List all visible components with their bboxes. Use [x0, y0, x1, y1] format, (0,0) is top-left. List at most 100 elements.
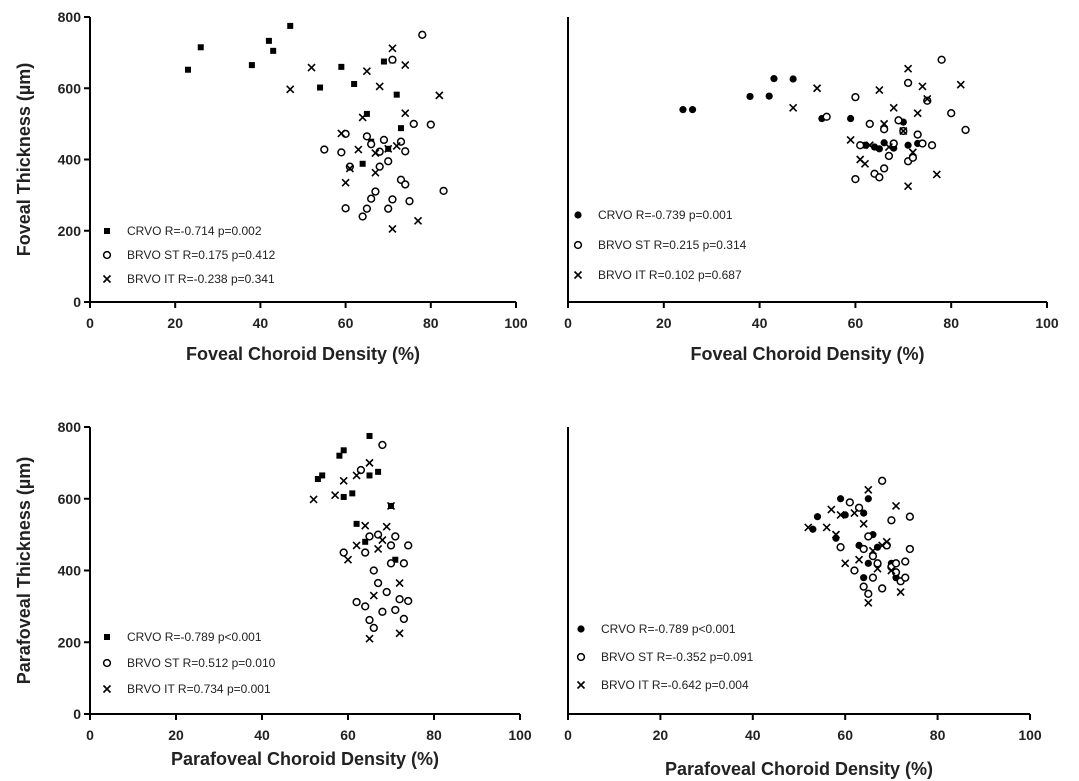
data-point-circle [386, 541, 396, 550]
x-tick-label: 80 [930, 727, 946, 743]
data-point-circle [845, 498, 854, 507]
data-point-circle [373, 578, 383, 588]
data-point-circle-filled [679, 106, 687, 114]
data-point-circle [426, 120, 435, 129]
x-tick-label: 100 [508, 727, 532, 743]
legend-marker-circle [102, 250, 112, 260]
data-point-circle [865, 119, 874, 129]
x-tick-label: 40 [752, 315, 768, 331]
data-point-circle [901, 573, 910, 582]
chart-parafoveal-thickness-vs-density-left: 0 20 40 60 80 100 0 200 400 600 800 Parafoveal Chor… [14, 419, 532, 769]
data-point-cross [341, 178, 350, 187]
data-point-circle [401, 147, 410, 156]
data-point-cross [369, 591, 378, 600]
data-point-circle [352, 597, 361, 607]
data-point-circle [405, 197, 414, 206]
x-axis-title: Parafoveal Choroid Density (%) [665, 759, 933, 779]
data-point-circle [868, 573, 878, 582]
legend-label: CRVO R=-0.789 p<0.001 [601, 622, 736, 636]
data-point-circle [878, 476, 887, 485]
data-point-circle-filled [864, 495, 872, 503]
x-tick-label: 20 [656, 315, 672, 331]
data-point-cross [868, 546, 877, 555]
legend-label: BRVO IT R=-0.642 p=0.004 [601, 678, 749, 692]
legend-marker-cross [102, 684, 112, 694]
data-point-cross [339, 476, 348, 485]
x-tick-label: 0 [86, 315, 94, 331]
data-point-circle [887, 516, 896, 525]
data-point-cross [896, 587, 905, 597]
data-point-circle [365, 532, 374, 541]
data-point-circle [905, 512, 915, 521]
data-point-square [270, 47, 277, 54]
data-point-cross [932, 170, 941, 179]
x-axis-title: Foveal Choroid Density (%) [186, 344, 420, 364]
data-point-cross [331, 491, 340, 500]
legend-marker-circle-filled [577, 625, 585, 633]
data-point-cross [382, 522, 391, 531]
data-point-circle [384, 204, 393, 213]
data-point-cross [884, 142, 893, 152]
data-point-cross [384, 144, 393, 153]
data-point-circle [345, 162, 355, 171]
data-point-circle [878, 584, 887, 593]
data-point-cross [401, 109, 410, 118]
data-point-cross [388, 44, 397, 53]
data-point-circle-filled [860, 574, 868, 582]
data-point-square [366, 432, 373, 439]
data-point-cross [913, 109, 922, 118]
data-point-circle [391, 605, 400, 615]
data-point-circle [961, 125, 970, 135]
data-point-square [338, 63, 345, 70]
data-point-circle [927, 141, 937, 150]
data-point-square [248, 62, 255, 69]
data-point-circle-filled [770, 75, 778, 83]
data-point-circle [369, 566, 378, 575]
data-point-square [184, 66, 191, 73]
x-tick-label: 100 [1035, 315, 1059, 331]
data-point-cross [286, 85, 295, 94]
data-point-square [362, 538, 369, 545]
data-point-cross [352, 541, 361, 550]
data-point-square [340, 493, 347, 500]
data-point-square [197, 44, 204, 51]
legend-marker-square [104, 634, 110, 640]
data-point-circle [388, 55, 397, 64]
data-point-circle [905, 544, 915, 554]
data-point-circle [822, 112, 831, 121]
data-point-circle [868, 552, 878, 561]
data-point-circle [382, 587, 391, 597]
legend-marker-square [104, 228, 110, 234]
data-point-cross [386, 501, 396, 510]
data-point-cross [352, 471, 361, 480]
data-point-circle [859, 582, 868, 591]
data-point-cross [307, 63, 316, 72]
y-tick-label: 200 [58, 634, 82, 650]
legend-label: CRVO R=-0.714 p=0.002 [127, 224, 262, 238]
data-point-circle [908, 153, 918, 162]
data-point-square [317, 84, 324, 91]
data-point-square [349, 490, 356, 497]
data-point-circle [395, 595, 404, 604]
legend-marker-circle [576, 652, 586, 662]
data-point-square [359, 160, 366, 167]
data-point-cross [841, 559, 850, 568]
data-point-circle-filled [688, 106, 697, 114]
x-tick-label: 80 [426, 727, 442, 743]
legend-marker-circle [102, 658, 112, 668]
data-point-square [351, 80, 358, 87]
legend-label: BRVO IT R=0.102 p=0.687 [598, 268, 742, 282]
data-point-circle [386, 559, 396, 568]
data-point-circle [362, 132, 372, 141]
legend-marker-circle-filled [574, 211, 582, 219]
data-point-circle [879, 125, 889, 134]
legend-label: BRVO ST R=0.215 p=0.314 [598, 238, 747, 252]
data-point-square [366, 472, 373, 479]
data-point-cross [854, 555, 864, 564]
data-point-circle [850, 566, 859, 575]
data-point-circle [341, 204, 350, 213]
data-point-circle-filled [875, 145, 883, 153]
data-point-circle [864, 589, 873, 598]
data-point-cross [850, 509, 859, 518]
